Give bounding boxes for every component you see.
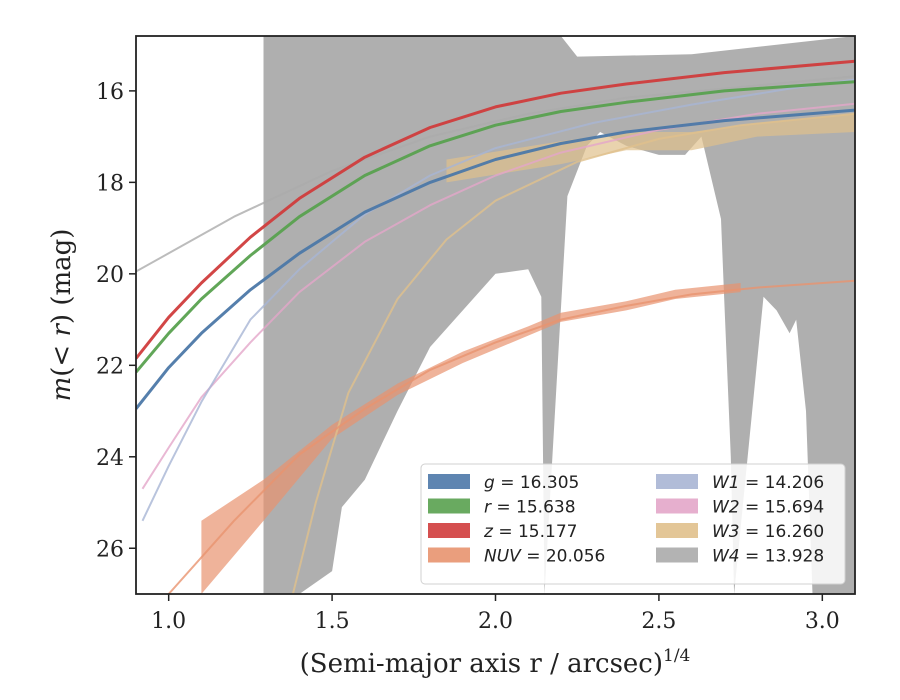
legend-swatch-w2 <box>656 498 698 514</box>
x-axis: 1.0 1.5 2.0 2.5 3.0 <box>151 594 840 634</box>
y-tick-label: 24 <box>96 446 124 471</box>
series-line-r <box>136 80 855 374</box>
x-tick-label: 2.0 <box>478 609 513 634</box>
legend-swatch-g <box>428 474 470 489</box>
series-line-w1 <box>141 78 855 522</box>
x-tick-label: 1.0 <box>151 609 186 634</box>
y-axis-label-radius: r <box>47 323 77 337</box>
legend-label-w2: W2 = 15.694 <box>712 498 824 518</box>
y-tick-label: 22 <box>96 354 124 379</box>
y-tick-label: 16 <box>96 80 124 105</box>
legend-swatch-w4 <box>656 547 698 563</box>
band-w3 <box>446 113 855 183</box>
legend-swatch-w3 <box>656 523 698 538</box>
legend-box <box>420 463 846 585</box>
legend-label-w3: W3 = 16.260 <box>712 522 824 542</box>
series-line-nuv <box>167 279 855 594</box>
legend-swatch-z <box>428 523 470 538</box>
legend-swatch-r <box>428 498 470 514</box>
series-line-w3 <box>291 112 855 594</box>
y-axis-label: m(< r) (mag) <box>47 229 77 402</box>
y-axis-label-symbol: m <box>47 377 77 402</box>
legend-swatch-w1 <box>656 474 698 489</box>
legend-label-w4: W4 = 13.928 <box>712 547 824 567</box>
legend-label-r: r = 15.638 <box>484 498 576 518</box>
legend-label-z: z = 15.177 <box>483 522 577 542</box>
series-line-g <box>136 108 855 410</box>
legend-swatch-nuv <box>428 547 470 563</box>
legend-label-w1: W1 = 14.206 <box>712 473 824 493</box>
legend-label-g: g = 16.305 <box>484 473 579 493</box>
x-tick-label: 1.5 <box>315 609 350 634</box>
x-axis-label-main: (Semi-major axis r / arcsec) <box>300 649 663 679</box>
y-tick-label: 18 <box>96 171 124 196</box>
plot-area <box>136 36 855 594</box>
series-line-z <box>136 59 855 360</box>
legend: g = 16.305 r = 15.638 z = 15.177 NUV = 20.0… <box>420 463 846 585</box>
x-tick-label: 2.5 <box>641 609 676 634</box>
y-axis-label-unit: ) (mag) <box>47 229 77 325</box>
x-axis-label: (Semi-major axis r / arcsec)1/4 <box>300 646 691 679</box>
y-tick-label: 20 <box>96 263 124 288</box>
y-axis: 16 18 20 22 24 26 <box>96 80 136 562</box>
y-tick-label: 26 <box>96 537 124 562</box>
x-tick-label: 3.0 <box>805 609 840 634</box>
legend-label-nuv: NUV = 20.056 <box>484 547 605 567</box>
x-axis-label-exponent: 1/4 <box>663 646 690 666</box>
series-line-w4 <box>136 75 855 273</box>
y-axis-label-lt: (< <box>47 337 77 377</box>
